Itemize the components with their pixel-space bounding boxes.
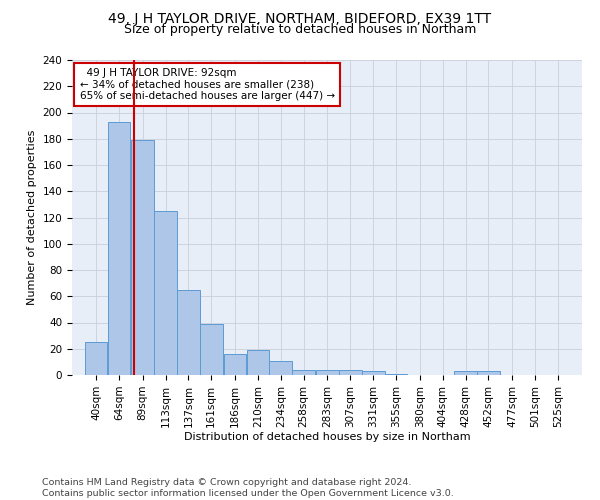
Bar: [107, 122, 130, 375]
Y-axis label: Number of detached properties: Number of detached properties: [27, 130, 37, 305]
Bar: [177, 290, 200, 375]
Bar: [362, 371, 385, 375]
Text: 49 J H TAYLOR DRIVE: 92sqm  
← 34% of detached houses are smaller (238)
65% of s: 49 J H TAYLOR DRIVE: 92sqm ← 34% of deta…: [80, 68, 335, 101]
Bar: [292, 370, 315, 375]
Bar: [131, 140, 154, 375]
Bar: [85, 342, 107, 375]
Bar: [385, 374, 407, 375]
Bar: [477, 371, 500, 375]
Bar: [339, 370, 362, 375]
Bar: [200, 324, 223, 375]
Bar: [247, 350, 269, 375]
Text: 49, J H TAYLOR DRIVE, NORTHAM, BIDEFORD, EX39 1TT: 49, J H TAYLOR DRIVE, NORTHAM, BIDEFORD,…: [109, 12, 491, 26]
Bar: [154, 211, 177, 375]
Bar: [316, 370, 339, 375]
Bar: [269, 360, 292, 375]
X-axis label: Distribution of detached houses by size in Northam: Distribution of detached houses by size …: [184, 432, 470, 442]
Text: Contains HM Land Registry data © Crown copyright and database right 2024.
Contai: Contains HM Land Registry data © Crown c…: [42, 478, 454, 498]
Bar: [454, 371, 477, 375]
Text: Size of property relative to detached houses in Northam: Size of property relative to detached ho…: [124, 22, 476, 36]
Bar: [224, 354, 247, 375]
